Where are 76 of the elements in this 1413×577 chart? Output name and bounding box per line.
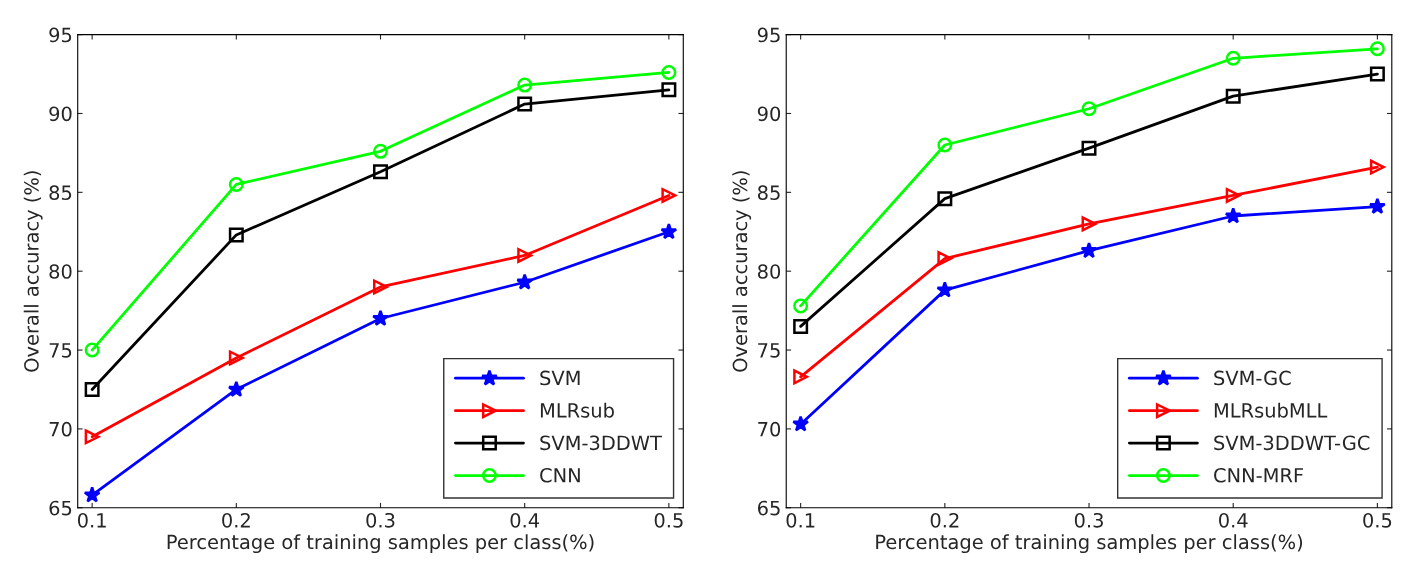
point — [84, 381, 100, 397]
legend-label: MLRsub — [540, 402, 614, 418]
x-tick-label: 0.3 — [366, 512, 395, 528]
point — [937, 191, 953, 207]
y-tick-label: 95 — [757, 27, 780, 43]
point — [1369, 159, 1385, 175]
point — [228, 350, 244, 366]
y-tick-label: 85 — [49, 185, 72, 200]
y-tick-label: 70 — [758, 421, 781, 437]
point — [228, 227, 244, 243]
point — [937, 137, 953, 153]
x-axis-title: Percentage of training samples per class(%) — [876, 534, 1303, 554]
point — [228, 176, 244, 192]
y-tick-label: 95 — [49, 27, 72, 43]
x-tick-label: 0.4 — [1219, 512, 1248, 528]
point — [936, 281, 954, 298]
x-tick-label: 0.3 — [1074, 512, 1103, 528]
point — [1369, 66, 1385, 82]
point — [84, 342, 100, 358]
y-tick-label: 65 — [49, 500, 72, 516]
point — [1080, 241, 1098, 259]
y-tick-label: 75 — [758, 343, 780, 358]
legend-label: CNN-MRF — [1214, 467, 1303, 483]
x-tick-label: 0.5 — [654, 512, 683, 528]
point — [661, 82, 677, 98]
legend-label: SVM-3DDWT-GC — [1214, 435, 1370, 451]
point — [516, 273, 534, 290]
point — [1225, 187, 1241, 203]
point — [1081, 101, 1097, 117]
x-tick-label: 0.2 — [930, 512, 959, 528]
point — [660, 222, 678, 240]
legend-label: SVM — [540, 370, 580, 386]
y-tick-label: 80 — [757, 264, 781, 279]
point — [793, 369, 809, 385]
point — [661, 64, 677, 80]
x-tick-label: 0.1 — [786, 512, 815, 528]
legend-label: SVM-3DDWT — [540, 435, 662, 451]
x-tick-label: 0.2 — [222, 512, 250, 528]
point — [1225, 88, 1241, 104]
point — [227, 380, 245, 397]
point — [517, 96, 533, 112]
y-tick-label: 90 — [757, 106, 781, 122]
x-tick-label: 0.1 — [77, 512, 106, 528]
point — [83, 486, 101, 503]
point — [792, 415, 810, 432]
legend-label: SVM-GC — [1214, 370, 1291, 386]
y-tick-label: 70 — [49, 421, 72, 437]
point — [1081, 140, 1097, 156]
point — [937, 251, 953, 267]
point — [661, 187, 677, 203]
y-tick-label: 85 — [757, 185, 780, 200]
point — [1368, 197, 1386, 214]
point — [371, 309, 390, 326]
y-tick-label: 80 — [49, 264, 72, 279]
x-tick-label: 0.5 — [1363, 512, 1392, 528]
point — [793, 318, 809, 334]
point — [793, 298, 809, 314]
point — [373, 164, 388, 180]
point — [517, 247, 533, 263]
y-tick-label: 65 — [757, 500, 780, 516]
legend-label: CNN — [540, 467, 580, 483]
point — [1369, 41, 1385, 57]
y-axis-title: Overall accuracy (%) — [732, 171, 752, 372]
x-axis-title: Percentage of training samples per class(%) — [167, 534, 594, 554]
x-tick-label: 0.4 — [510, 512, 540, 528]
point — [373, 279, 388, 295]
point — [373, 143, 388, 159]
point — [517, 77, 533, 93]
legend-label: MLRsubMLL — [1214, 402, 1328, 418]
y-tick-label: 75 — [49, 343, 72, 358]
point — [1225, 50, 1241, 66]
y-axis-title: Overall accuracy (%) — [23, 171, 43, 372]
point — [1081, 216, 1097, 232]
y-tick-label: 90 — [49, 106, 72, 122]
point — [1224, 207, 1242, 224]
point — [84, 429, 100, 445]
